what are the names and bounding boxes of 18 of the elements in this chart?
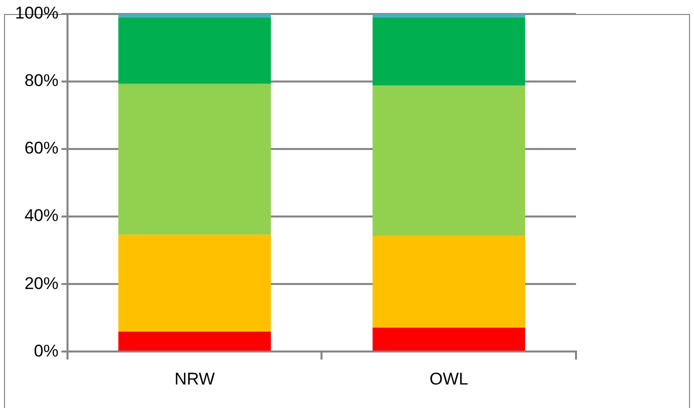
y-tick-label: 100%	[14, 4, 58, 23]
bar	[372, 14, 526, 18]
y-tick-label: 40%	[24, 206, 58, 226]
x-tick-label: NRW	[174, 369, 215, 388]
bar	[118, 234, 271, 332]
bar	[372, 235, 526, 328]
bar	[118, 332, 271, 351]
bar	[372, 17, 526, 86]
bar	[372, 328, 526, 351]
bar	[118, 84, 271, 235]
bar	[118, 14, 271, 18]
y-tick-label: 60%	[24, 138, 58, 158]
x-tick-label: OWL	[430, 369, 468, 388]
y-tick-label: 0%	[34, 341, 58, 360]
y-tick-label: 80%	[24, 71, 58, 90]
y-tick-label: 20%	[24, 274, 58, 293]
bar	[372, 86, 526, 236]
bar	[118, 17, 271, 84]
